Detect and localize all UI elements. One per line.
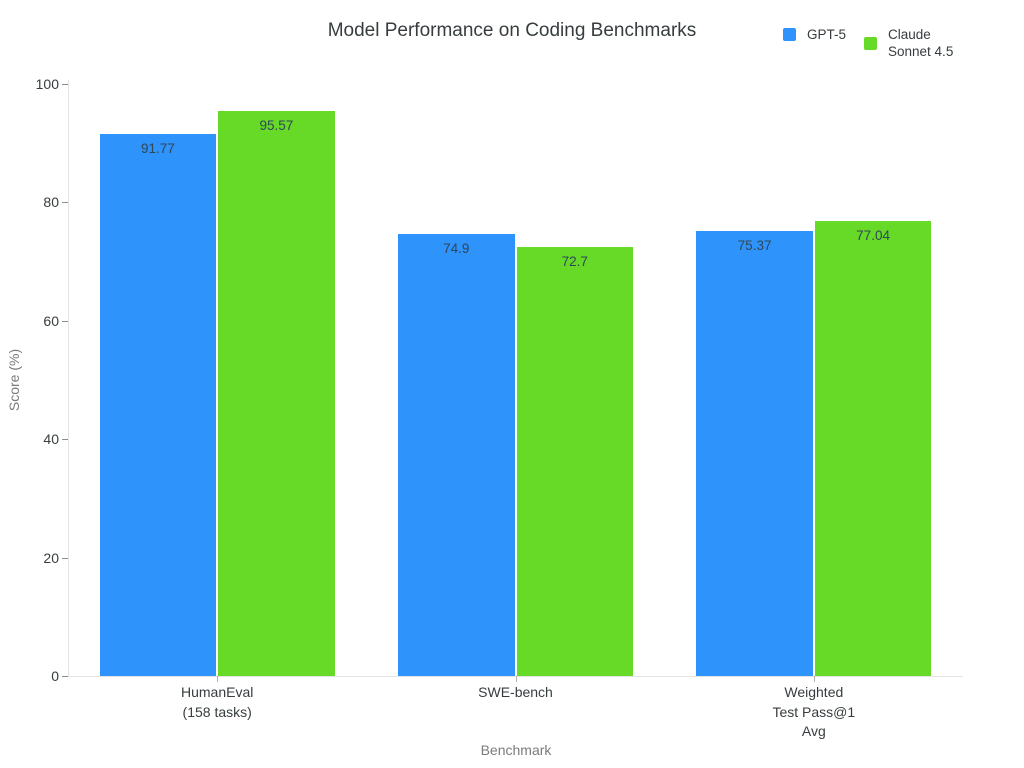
legend-item-gpt-5[interactable]: GPT-5 (783, 26, 846, 43)
x-tick-mark (515, 676, 517, 682)
bar-value-label: 91.77 (141, 140, 175, 156)
y-tick-mark (62, 84, 68, 85)
y-tick-mark (62, 439, 68, 441)
y-tick-label: 100 (35, 76, 59, 92)
y-tick-mark (62, 676, 68, 677)
legend-item-claude-sonnet-4-5[interactable]: Claude Sonnet 4.5 (864, 26, 953, 60)
category-label: HumanEval (158 tasks) (180, 684, 254, 720)
bar-value-label: 72.7 (561, 253, 588, 269)
legend: GPT-5 Claude Sonnet 4.5 (783, 26, 953, 60)
bar-gpt-5-cat1[interactable] (397, 232, 516, 676)
y-tick-label: 0 (51, 668, 59, 684)
bar-value-label: 95.57 (259, 118, 294, 134)
bar-claude-sonnet-4-5-cat0[interactable] (217, 110, 336, 676)
y-tick-mark (62, 202, 68, 204)
y-tick-label: 40 (43, 431, 59, 448)
y-tick-mark (62, 320, 68, 322)
y-tick-label: 60 (43, 312, 59, 329)
legend-marker-icon (864, 36, 878, 50)
x-tick-mark (217, 676, 219, 682)
bar-gpt-5-cat2[interactable] (695, 229, 814, 676)
bar-value-label: 75.37 (737, 237, 772, 253)
legend-label: GPT-5 (807, 27, 847, 42)
y-tick-mark (62, 557, 68, 559)
bar-claude-sonnet-4-5-cat1[interactable] (515, 245, 634, 676)
x-tick-mark (813, 676, 815, 682)
chart-title: Model Performance on Coding Benchmarks (327, 20, 697, 41)
y-axis-line (68, 80, 69, 676)
bar-claude-sonnet-4-5-cat2[interactable] (813, 219, 933, 676)
y-tick-label: 20 (43, 549, 59, 566)
x-axis-title: Benchmark (480, 742, 552, 758)
bar-gpt-5-cat0[interactable] (98, 132, 218, 676)
bar-value-label: 74.9 (443, 240, 470, 256)
legend-marker-icon (783, 28, 796, 41)
y-tick-label: 80 (43, 194, 59, 211)
bar-value-label: 77.04 (856, 227, 890, 243)
category-label: SWE-bench (478, 684, 553, 700)
legend-label: Claude Sonnet 4.5 (888, 27, 954, 59)
y-axis-title: Score (%) (6, 348, 22, 412)
category-label: Weighted Test Pass@1 Avg (772, 684, 856, 739)
